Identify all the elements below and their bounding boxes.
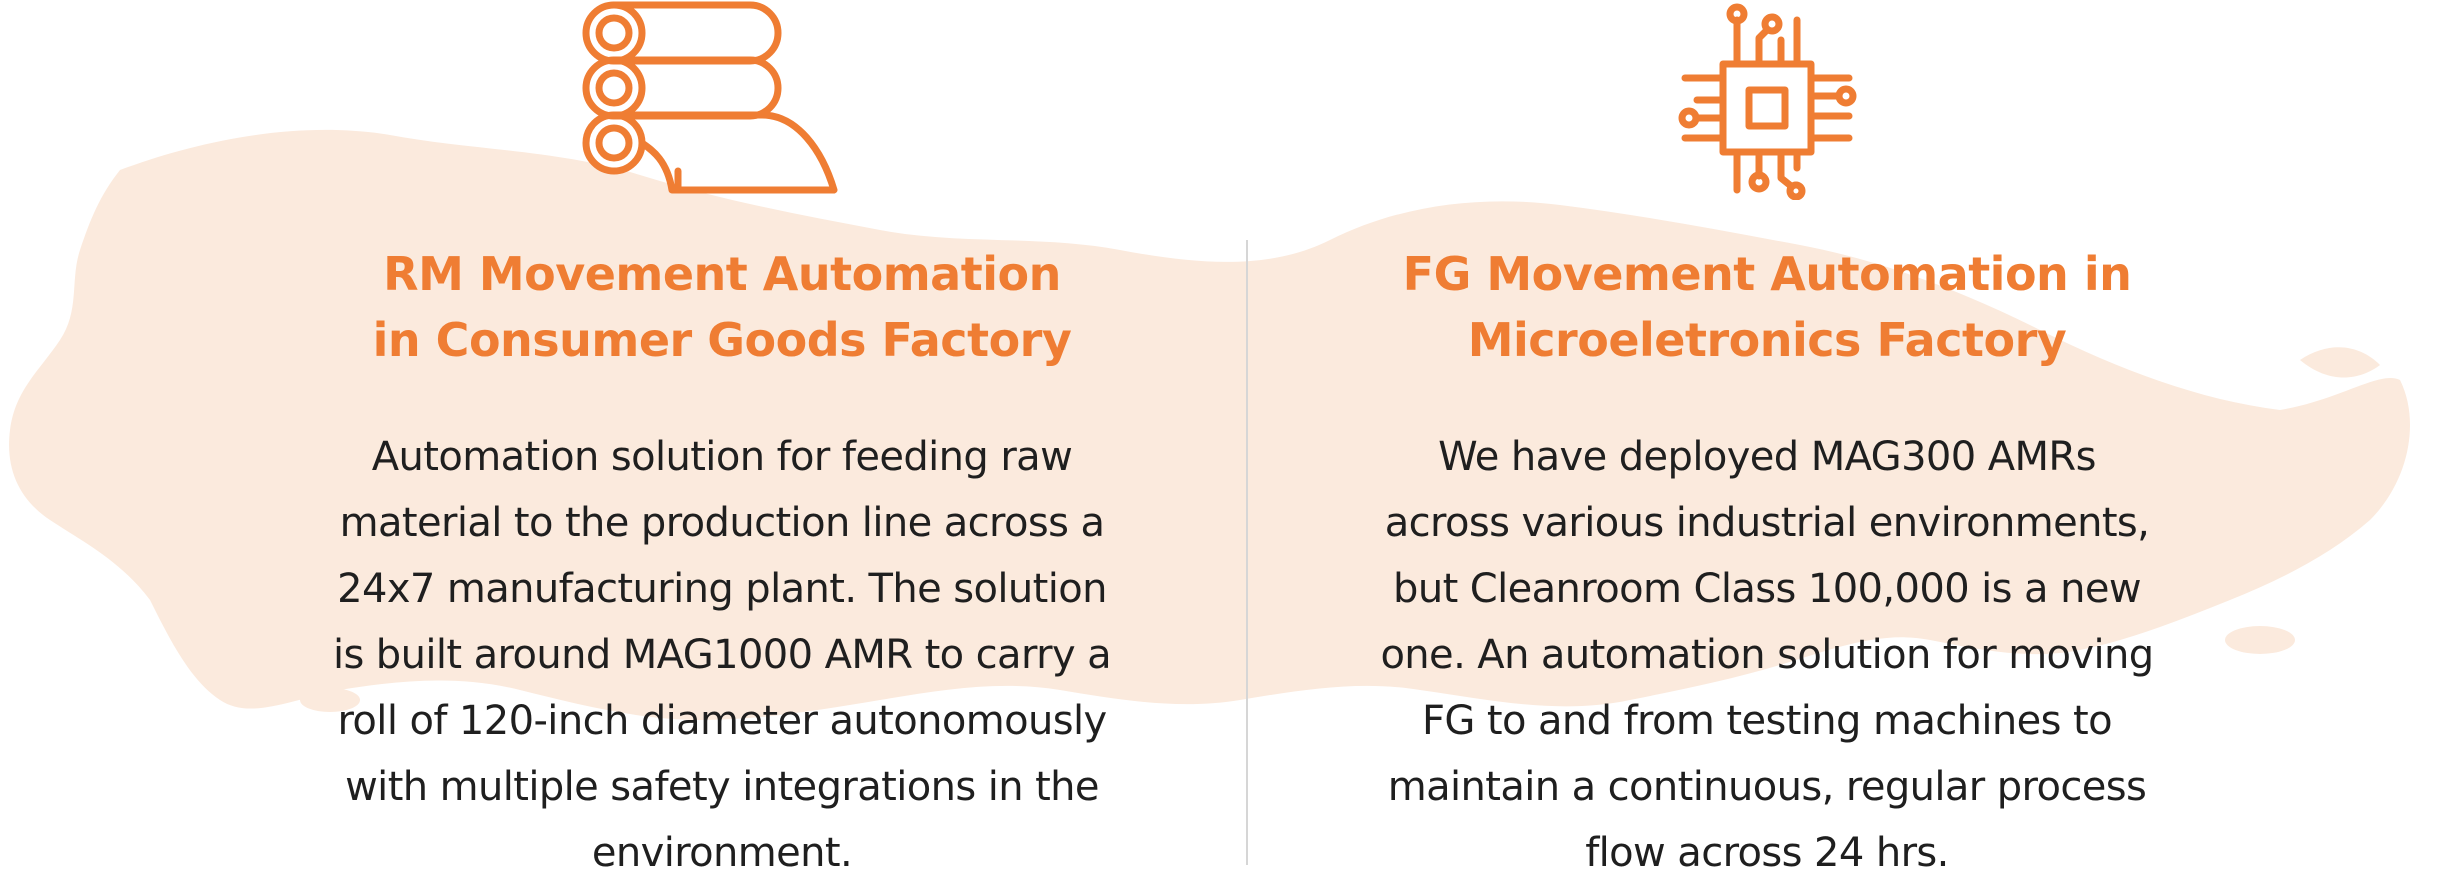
card-title: FG Movement Automation in Microeletronic… — [1317, 241, 2217, 373]
fabric-rolls-icon — [582, 0, 842, 200]
card-description-line: FG to and from testing machines to — [1422, 698, 2113, 744]
card-description-line: flow across 24 hrs. — [1585, 830, 1949, 876]
card-description: Automation solution for feeding raw mate… — [272, 424, 1172, 886]
card-description-line: is built around MAG1000 AMR to carry a — [332, 632, 1112, 678]
card-description-line: environment. — [591, 830, 853, 876]
card-title-line: in Consumer Goods Factory — [372, 313, 1072, 367]
card-description-line: We have deployed MAG300 AMRs — [1438, 434, 2096, 480]
column-divider — [1246, 240, 1248, 865]
card-description-line: Automation solution for feeding raw — [371, 434, 1073, 480]
card-description-line: material to the production line across a — [339, 500, 1105, 546]
card-description-line: maintain a continuous, regular process — [1387, 764, 2147, 810]
card-title-line: RM Movement Automation — [383, 247, 1061, 301]
card-description-line: one. An automation solution for moving — [1380, 632, 2154, 678]
card-description-line: roll of 120-inch diameter autonomously — [337, 698, 1107, 744]
card-description-line: across various industrial environments, — [1384, 500, 2150, 546]
card-description: We have deployed MAG300 AMRs across vari… — [1317, 424, 2217, 886]
card-title-line: FG Movement Automation in — [1402, 247, 2132, 301]
microchip-icon — [1667, 0, 1867, 201]
card-title-line: Microeletronics Factory — [1467, 313, 2067, 367]
card-description-line: with multiple safety integrations in the — [345, 764, 1099, 810]
card-description-line: but Cleanroom Class 100,000 is a new — [1393, 566, 2142, 612]
card-description-line: 24x7 manufacturing plant. The solution — [337, 566, 1107, 612]
card-title: RM Movement Automation in Consumer Goods… — [272, 241, 1172, 373]
